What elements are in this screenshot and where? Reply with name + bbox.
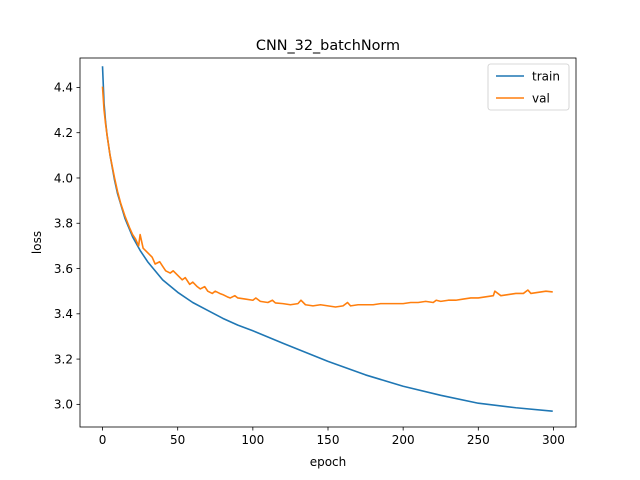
- y-tick-label: 4.2: [54, 126, 73, 140]
- y-tick-label: 3.2: [54, 352, 73, 366]
- x-tick-label: 250: [467, 433, 490, 447]
- y-axis: 3.0 3.2 3.4 3.6 3.8 4.0 4.2 4.4: [54, 81, 80, 412]
- x-axis-title: epoch: [310, 455, 347, 469]
- series-layer: [101, 66, 553, 413]
- y-axis-title: loss: [30, 231, 44, 254]
- y-tick-label: 3.4: [54, 307, 73, 321]
- x-tick-label: 300: [542, 433, 565, 447]
- x-axis: 0 50 100 150 200 250 300: [99, 427, 565, 447]
- y-tick-label: 3.8: [54, 217, 73, 231]
- x-tick-label: 50: [170, 433, 185, 447]
- y-tick-label: 3.6: [54, 262, 73, 276]
- x-tick-label: 200: [392, 433, 415, 447]
- series-line-val: [101, 86, 553, 308]
- legend-label-train: train: [532, 69, 560, 83]
- y-tick-label: 3.0: [54, 398, 73, 412]
- legend-label-val: val: [532, 91, 550, 105]
- y-tick-label: 4.4: [54, 81, 73, 95]
- y-tick-label: 4.0: [54, 171, 73, 185]
- legend: train val: [487, 63, 570, 111]
- x-tick-label: 100: [241, 433, 264, 447]
- chart-title: CNN_32_batchNorm: [256, 38, 400, 54]
- x-tick-label: 150: [317, 433, 340, 447]
- x-tick-label: 0: [99, 433, 107, 447]
